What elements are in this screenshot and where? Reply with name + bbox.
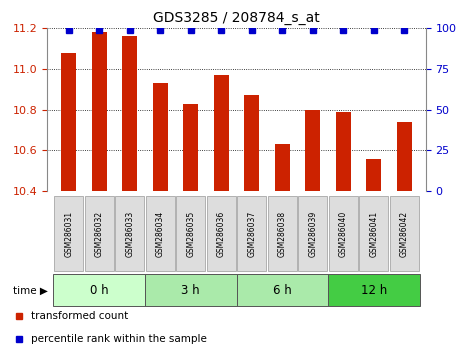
FancyBboxPatch shape	[207, 196, 236, 271]
Text: 0 h: 0 h	[90, 284, 108, 297]
Text: GSM286037: GSM286037	[247, 211, 256, 257]
FancyBboxPatch shape	[390, 196, 419, 271]
FancyBboxPatch shape	[85, 196, 114, 271]
Text: 6 h: 6 h	[273, 284, 292, 297]
FancyBboxPatch shape	[145, 274, 236, 306]
Text: GSM286032: GSM286032	[95, 211, 104, 257]
Text: GSM286034: GSM286034	[156, 211, 165, 257]
Text: GSM286042: GSM286042	[400, 211, 409, 257]
FancyBboxPatch shape	[359, 196, 388, 271]
Bar	[61, 53, 76, 191]
Text: GSM286040: GSM286040	[339, 211, 348, 257]
Bar	[305, 110, 320, 191]
Text: GSM286035: GSM286035	[186, 211, 195, 257]
Bar	[397, 122, 412, 191]
FancyBboxPatch shape	[328, 274, 420, 306]
Bar	[244, 96, 259, 191]
FancyBboxPatch shape	[298, 196, 327, 271]
FancyBboxPatch shape	[53, 274, 145, 306]
Bar	[214, 75, 229, 191]
Text: 3 h: 3 h	[182, 284, 200, 297]
FancyBboxPatch shape	[176, 196, 205, 271]
Bar	[336, 112, 351, 191]
Text: GSM286036: GSM286036	[217, 211, 226, 257]
Bar	[275, 144, 290, 191]
Bar	[366, 159, 381, 191]
Text: GSM286033: GSM286033	[125, 211, 134, 257]
Bar	[122, 36, 137, 191]
Text: transformed count: transformed count	[31, 311, 128, 321]
Bar	[183, 104, 198, 191]
Title: GDS3285 / 208784_s_at: GDS3285 / 208784_s_at	[153, 11, 320, 24]
Bar	[153, 83, 168, 191]
FancyBboxPatch shape	[268, 196, 297, 271]
FancyBboxPatch shape	[236, 274, 328, 306]
FancyBboxPatch shape	[115, 196, 144, 271]
FancyBboxPatch shape	[54, 196, 83, 271]
Text: GSM286038: GSM286038	[278, 211, 287, 257]
Text: GSM286039: GSM286039	[308, 211, 317, 257]
Text: 12 h: 12 h	[361, 284, 387, 297]
Text: time ▶: time ▶	[13, 285, 48, 295]
Text: GSM286041: GSM286041	[369, 211, 378, 257]
FancyBboxPatch shape	[237, 196, 266, 271]
Text: GSM286031: GSM286031	[64, 211, 73, 257]
FancyBboxPatch shape	[146, 196, 175, 271]
Text: percentile rank within the sample: percentile rank within the sample	[31, 334, 207, 344]
FancyBboxPatch shape	[329, 196, 358, 271]
Bar	[92, 33, 107, 191]
